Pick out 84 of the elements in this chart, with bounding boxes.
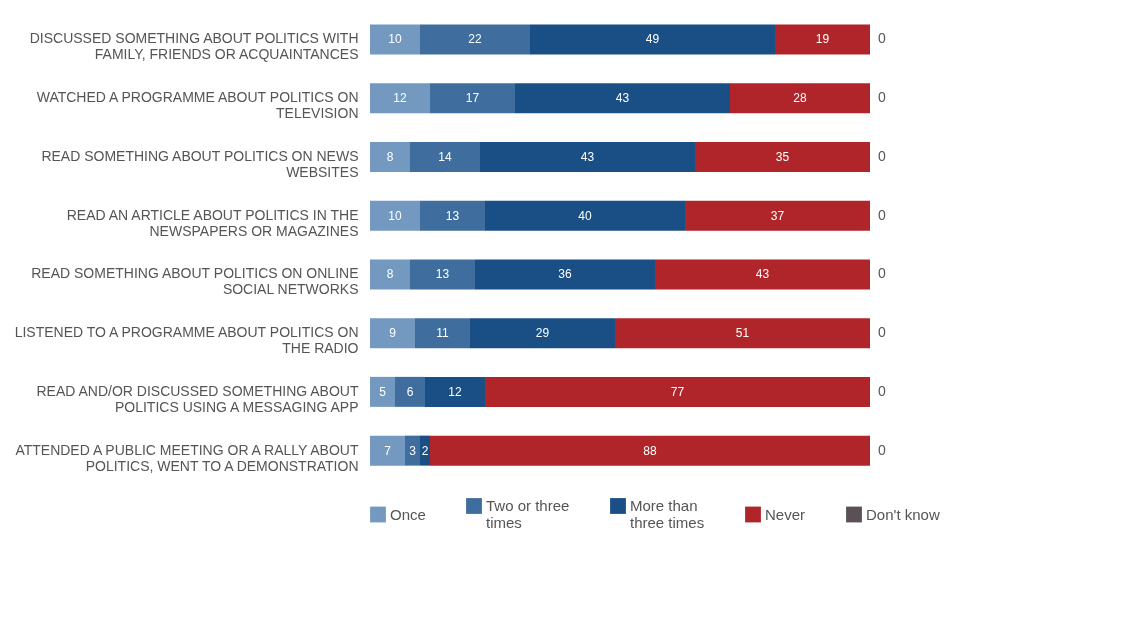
bar: [775, 24, 870, 55]
bar: [370, 259, 410, 290]
data-label: 43: [615, 91, 630, 106]
y-tick-label: READ AND/OR DISCUSSED SOMETHING ABOUT POLITICS USING A MESSAGING APP: [36, 382, 359, 415]
bar: [415, 318, 470, 349]
data-label: 22: [468, 32, 482, 47]
data-label: 2: [421, 443, 429, 458]
bar: [395, 376, 425, 407]
data-label: 13: [445, 208, 460, 223]
bar: [515, 83, 730, 114]
data-label: 43: [580, 149, 595, 164]
legend-label: More than three times: [630, 497, 705, 531]
data-label: 6: [406, 384, 414, 399]
bar: [405, 435, 420, 466]
data-label: 13: [435, 267, 450, 282]
bar: [475, 259, 655, 290]
data-label: 49: [645, 32, 660, 47]
data-label: 0: [878, 441, 886, 458]
data-label: 8: [386, 267, 394, 282]
data-label: 35: [775, 149, 790, 164]
bar: [425, 376, 485, 407]
bar: [695, 141, 870, 172]
bar: [370, 435, 405, 466]
bar: [370, 141, 410, 172]
bar: [470, 318, 615, 349]
y-tick-label: LISTENED TO A PROGRAMME ABOUT POLITICS ON THE RADIO: [14, 324, 359, 357]
bar: [730, 83, 870, 114]
data-label: 3: [409, 443, 417, 458]
data-label: 36: [558, 267, 572, 282]
y-tick-label: READ SOMETHING ABOUT POLITICS ON NEWS WEBSITES: [41, 147, 359, 180]
legend-label: Once: [390, 505, 426, 523]
data-label: 77: [670, 384, 685, 399]
bar: [370, 376, 395, 407]
data-label: 9: [389, 326, 397, 341]
data-label: 10: [388, 32, 402, 47]
bar: [430, 435, 870, 466]
bar: [615, 318, 870, 349]
data-label: 19: [815, 32, 830, 47]
data-label: 0: [878, 324, 886, 341]
data-label: 8: [386, 149, 394, 164]
bar: [410, 259, 475, 290]
data-label: 5: [379, 384, 387, 399]
bar: [480, 141, 695, 172]
bar: [485, 200, 685, 231]
bar: [370, 318, 415, 349]
y-tick-label: ATTENDED A PUBLIC MEETING OR A RALLY ABOUT POLITICS, WENT TO A DEMONSTRATION: [15, 441, 359, 474]
y-tick-label: WATCHED A PROGRAMME ABOUT POLITICS ON TELEVISION: [36, 89, 359, 122]
bar: [430, 83, 515, 114]
bar: [370, 83, 430, 114]
bar: [370, 200, 420, 231]
data-label: 12: [393, 91, 407, 106]
bar: [420, 24, 530, 55]
data-label: 88: [643, 443, 657, 458]
data-label: 28: [793, 91, 807, 106]
y-tick-label: READ AN ARTICLE ABOUT POLITICS IN THE NEWSPAPERS OR MAGAZINES: [66, 206, 359, 239]
data-label: 51: [735, 326, 750, 341]
legend-label: Never: [765, 505, 806, 523]
bar: [685, 200, 870, 231]
bar: [370, 24, 420, 55]
data-label: 14: [438, 149, 452, 164]
legend-label: Two or three times: [486, 497, 570, 531]
data-label: 0: [878, 89, 886, 106]
bar: [420, 200, 485, 231]
data-label: 40: [578, 208, 592, 223]
data-label: 17: [465, 91, 480, 106]
legend-label: Don't know: [866, 505, 940, 523]
y-tick-label: READ SOMETHING ABOUT POLITICS ON ONLINE SOCIAL NETWORKS: [31, 265, 359, 298]
data-label: 7: [384, 443, 392, 458]
bar: [410, 141, 480, 172]
data-label: 0: [878, 206, 886, 223]
y-tick-label: DISCUSSED SOMETHING ABOUT POLITICS WITH FAMILY, FRIENDS OR ACQUAINTANCES: [29, 30, 359, 63]
data-label: 0: [878, 382, 886, 399]
data-label: 0: [878, 30, 886, 47]
data-label: 12: [448, 384, 462, 399]
bar: [485, 376, 870, 407]
bar: [655, 259, 870, 290]
data-label: 0: [878, 265, 886, 282]
data-label: 11: [436, 326, 450, 341]
data-label: 0: [878, 147, 886, 164]
bar: [530, 24, 775, 55]
data-label: 43: [755, 267, 770, 282]
data-label: 10: [388, 208, 402, 223]
data-label: 29: [535, 326, 550, 341]
data-label: 37: [770, 208, 785, 223]
